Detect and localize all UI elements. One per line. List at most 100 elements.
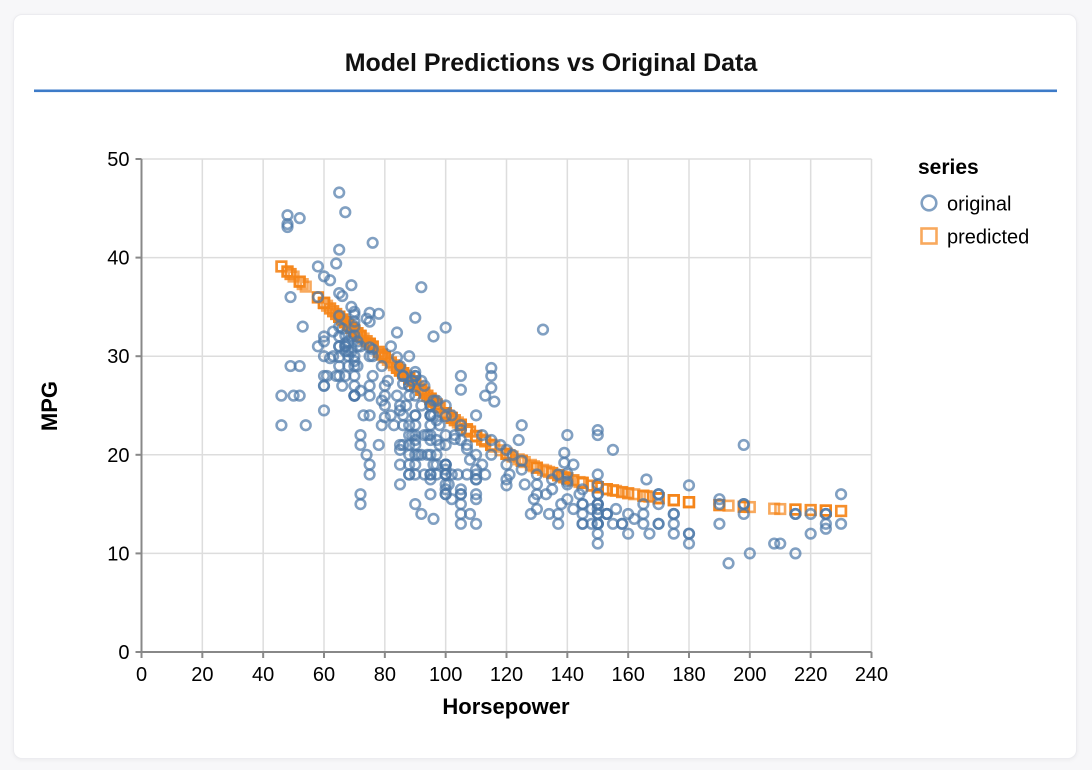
original-point [406,374,419,387]
original-point [293,359,306,373]
original-point [348,308,361,321]
original-point [713,517,726,530]
original-point [640,473,653,486]
original-point [409,419,422,432]
original-point [293,389,306,402]
original-point [615,517,629,530]
original-point [454,507,467,521]
original-point [819,507,832,521]
original-point [454,369,467,383]
original-point [609,502,623,516]
original-point [351,359,364,373]
original-point [445,493,458,506]
original-point [360,448,373,461]
original-point [409,389,422,402]
original-point [737,507,750,521]
original-point [561,428,574,442]
original-point [366,369,379,383]
original-point [393,478,407,491]
original-point [393,443,407,456]
original-point [366,343,379,356]
original-point [713,498,726,511]
original-point [622,527,635,540]
original-point [469,493,483,506]
original-point [485,369,498,383]
x-tick-label: 160 [611,664,644,686]
predicted-point [667,494,680,507]
original-point [819,522,832,535]
original-point [418,468,431,481]
original-point [643,527,656,540]
original-point [403,389,416,402]
original-point [393,458,407,471]
original-point [804,507,817,521]
original-point [737,438,750,452]
original-point [403,468,416,481]
predicted-point [834,504,848,518]
original-point [789,547,802,560]
original-point [333,186,346,199]
original-point [375,359,388,373]
original-point [503,468,516,481]
predicted-point [804,503,817,517]
original-point [439,321,452,334]
original-point [485,381,498,394]
original-point [667,527,680,540]
predicted-point [299,280,312,293]
original-point [342,345,355,358]
original-point [585,517,598,530]
original-point [442,478,455,491]
original-point [454,383,467,396]
legend-label-predicted: predicted [947,227,1029,249]
original-point [390,389,404,402]
original-point [439,463,452,476]
original-point [396,369,410,383]
original-point [789,507,802,521]
original-point [439,428,452,442]
predicted-point [682,496,696,509]
original-point [348,315,361,328]
original-point [348,329,361,342]
original-point [469,517,483,530]
original-point [317,350,331,363]
original-point [323,274,337,287]
predicted-point [652,492,665,505]
x-tick-label: 80 [374,664,396,686]
original-point [573,488,586,501]
original-point [494,438,507,452]
original-point [774,537,787,550]
original-point [333,286,346,300]
original-point [427,512,440,525]
original-point [515,454,528,467]
legend-item-original: original [920,194,1011,216]
original-point [536,323,550,336]
original-point [424,488,437,501]
original-point [476,428,489,442]
original-point [363,389,376,402]
original-point [275,389,288,402]
original-point [363,468,376,481]
original-point [409,498,422,511]
x-tick-label: 20 [191,664,213,686]
original-point [320,369,334,383]
original-point [372,438,385,452]
original-point [427,409,440,422]
original-point [311,290,325,304]
original-point [363,306,376,319]
original-point [637,517,650,530]
original-point [485,433,498,447]
y-tick-label: 0 [118,642,129,664]
original-point [409,311,422,324]
original-point [415,507,428,521]
original-point [652,488,665,501]
original-point [460,468,474,481]
original-point [317,404,331,417]
original-point [561,467,574,480]
original-point [293,212,306,225]
original-point [819,517,832,530]
predicted-point [667,494,680,507]
original-circle-icon [920,194,938,212]
original-point [348,379,361,392]
original-point [682,479,696,492]
original-point [485,448,498,461]
